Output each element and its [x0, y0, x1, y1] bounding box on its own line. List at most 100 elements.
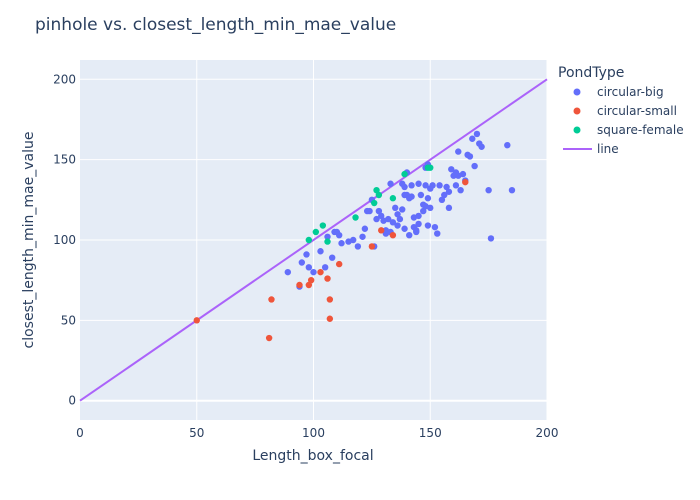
- legend[interactable]: PondType circular-big circular-small squar…: [558, 65, 684, 156]
- point-square-female: [427, 164, 434, 171]
- point-circular-big: [434, 230, 441, 237]
- x-tick-label: 200: [536, 426, 559, 440]
- point-circular-big: [392, 204, 399, 212]
- x-tick-label: 50: [189, 426, 204, 440]
- point-circular-big: [349, 236, 357, 244]
- point-circular-big: [427, 204, 434, 212]
- point-circular-big: [448, 166, 455, 173]
- point-circular-big: [328, 254, 336, 261]
- point-circular-big: [413, 228, 420, 236]
- point-circular-big: [378, 212, 385, 220]
- point-circular-small: [265, 334, 273, 342]
- point-circular-big: [438, 196, 446, 204]
- point-circular-big: [303, 251, 310, 258]
- point-circular-small: [335, 260, 343, 268]
- x-tick-label: 0: [76, 426, 84, 440]
- legend-label: square-female: [597, 123, 684, 137]
- legend-label: line: [597, 142, 619, 156]
- point-circular-big: [408, 193, 415, 200]
- y-tick-label: 100: [53, 233, 76, 247]
- point-circular-big: [389, 219, 397, 226]
- point-circular-small: [324, 275, 331, 282]
- point-circular-big: [310, 268, 317, 276]
- y-tick-label: 50: [61, 313, 76, 327]
- point-circular-big: [415, 212, 422, 220]
- point-circular-big: [359, 233, 366, 240]
- x-tick-label: 100: [302, 426, 325, 440]
- legend-item-circular-big[interactable]: circular-big: [573, 85, 664, 99]
- legend-item-circular-small[interactable]: circular-small: [573, 104, 677, 118]
- point-square-female: [324, 238, 331, 245]
- legend-swatch-marker: [573, 107, 581, 115]
- point-circular-big: [284, 268, 292, 276]
- point-circular-big: [387, 180, 394, 187]
- tick-labels: 0 50 100 150 200 0 50 100 150 200: [53, 72, 558, 440]
- point-circular-big: [504, 141, 511, 149]
- point-square-female: [319, 222, 327, 229]
- point-circular-big: [436, 182, 443, 189]
- scatter-points: [193, 130, 516, 342]
- y-tick-label: 0: [68, 394, 76, 408]
- point-circular-big: [429, 182, 436, 189]
- point-square-female: [312, 228, 320, 236]
- point-circular-small: [193, 317, 200, 324]
- point-square-female: [371, 199, 378, 207]
- legend-item-square-female[interactable]: square-female: [573, 123, 684, 137]
- point-circular-big: [485, 186, 492, 194]
- point-circular-big: [375, 207, 383, 215]
- point-circular-big: [361, 225, 369, 232]
- point-circular-big: [452, 182, 460, 189]
- point-circular-small: [268, 296, 275, 303]
- point-circular-small: [296, 281, 303, 289]
- point-circular-big: [431, 223, 439, 231]
- point-circular-big: [366, 207, 373, 215]
- point-circular-big: [408, 182, 415, 189]
- point-circular-big: [305, 264, 313, 271]
- legend-swatch-marker: [573, 88, 581, 96]
- point-circular-big: [471, 162, 478, 170]
- point-circular-small: [317, 268, 324, 276]
- point-square-female: [375, 191, 383, 199]
- point-circular-big: [469, 135, 476, 142]
- point-circular-small: [326, 315, 334, 322]
- point-circular-big: [420, 207, 427, 215]
- point-circular-big: [324, 233, 331, 240]
- legend-swatch-marker: [573, 126, 581, 134]
- point-circular-small: [378, 227, 385, 234]
- point-circular-big: [354, 243, 362, 250]
- point-circular-big: [424, 222, 432, 229]
- point-circular-small: [305, 281, 313, 289]
- point-square-female: [389, 195, 397, 202]
- point-circular-big: [445, 204, 453, 212]
- point-circular-big: [415, 220, 422, 228]
- point-circular-small: [307, 276, 315, 284]
- legend-title: PondType: [558, 65, 624, 81]
- point-circular-big: [417, 191, 425, 199]
- point-circular-big: [487, 235, 495, 242]
- point-circular-big: [415, 180, 422, 187]
- series-line-line: [79, 78, 548, 402]
- point-circular-big: [441, 191, 448, 199]
- point-circular-big: [406, 231, 413, 239]
- point-square-female: [401, 170, 408, 178]
- point-circular-big: [443, 183, 450, 191]
- legend-label: circular-small: [597, 104, 677, 118]
- point-circular-big: [401, 225, 408, 232]
- point-circular-big: [373, 215, 380, 223]
- point-circular-big: [399, 180, 406, 187]
- point-circular-big: [394, 211, 401, 218]
- point-circular-big: [424, 195, 432, 202]
- point-circular-big: [445, 188, 453, 195]
- y-tick-label: 150: [53, 153, 76, 167]
- legend-item-line[interactable]: line: [563, 142, 619, 156]
- chart-title: pinhole vs. closest_length_min_mae_value: [35, 15, 396, 35]
- point-circular-big: [422, 182, 429, 189]
- x-axis-title: Length_box_focal: [252, 448, 373, 464]
- point-circular-big: [455, 148, 462, 155]
- point-circular-big: [382, 230, 390, 237]
- point-circular-big: [396, 215, 404, 223]
- point-square-female: [305, 236, 313, 244]
- point-square-female: [352, 214, 359, 221]
- point-circular-big: [385, 215, 392, 223]
